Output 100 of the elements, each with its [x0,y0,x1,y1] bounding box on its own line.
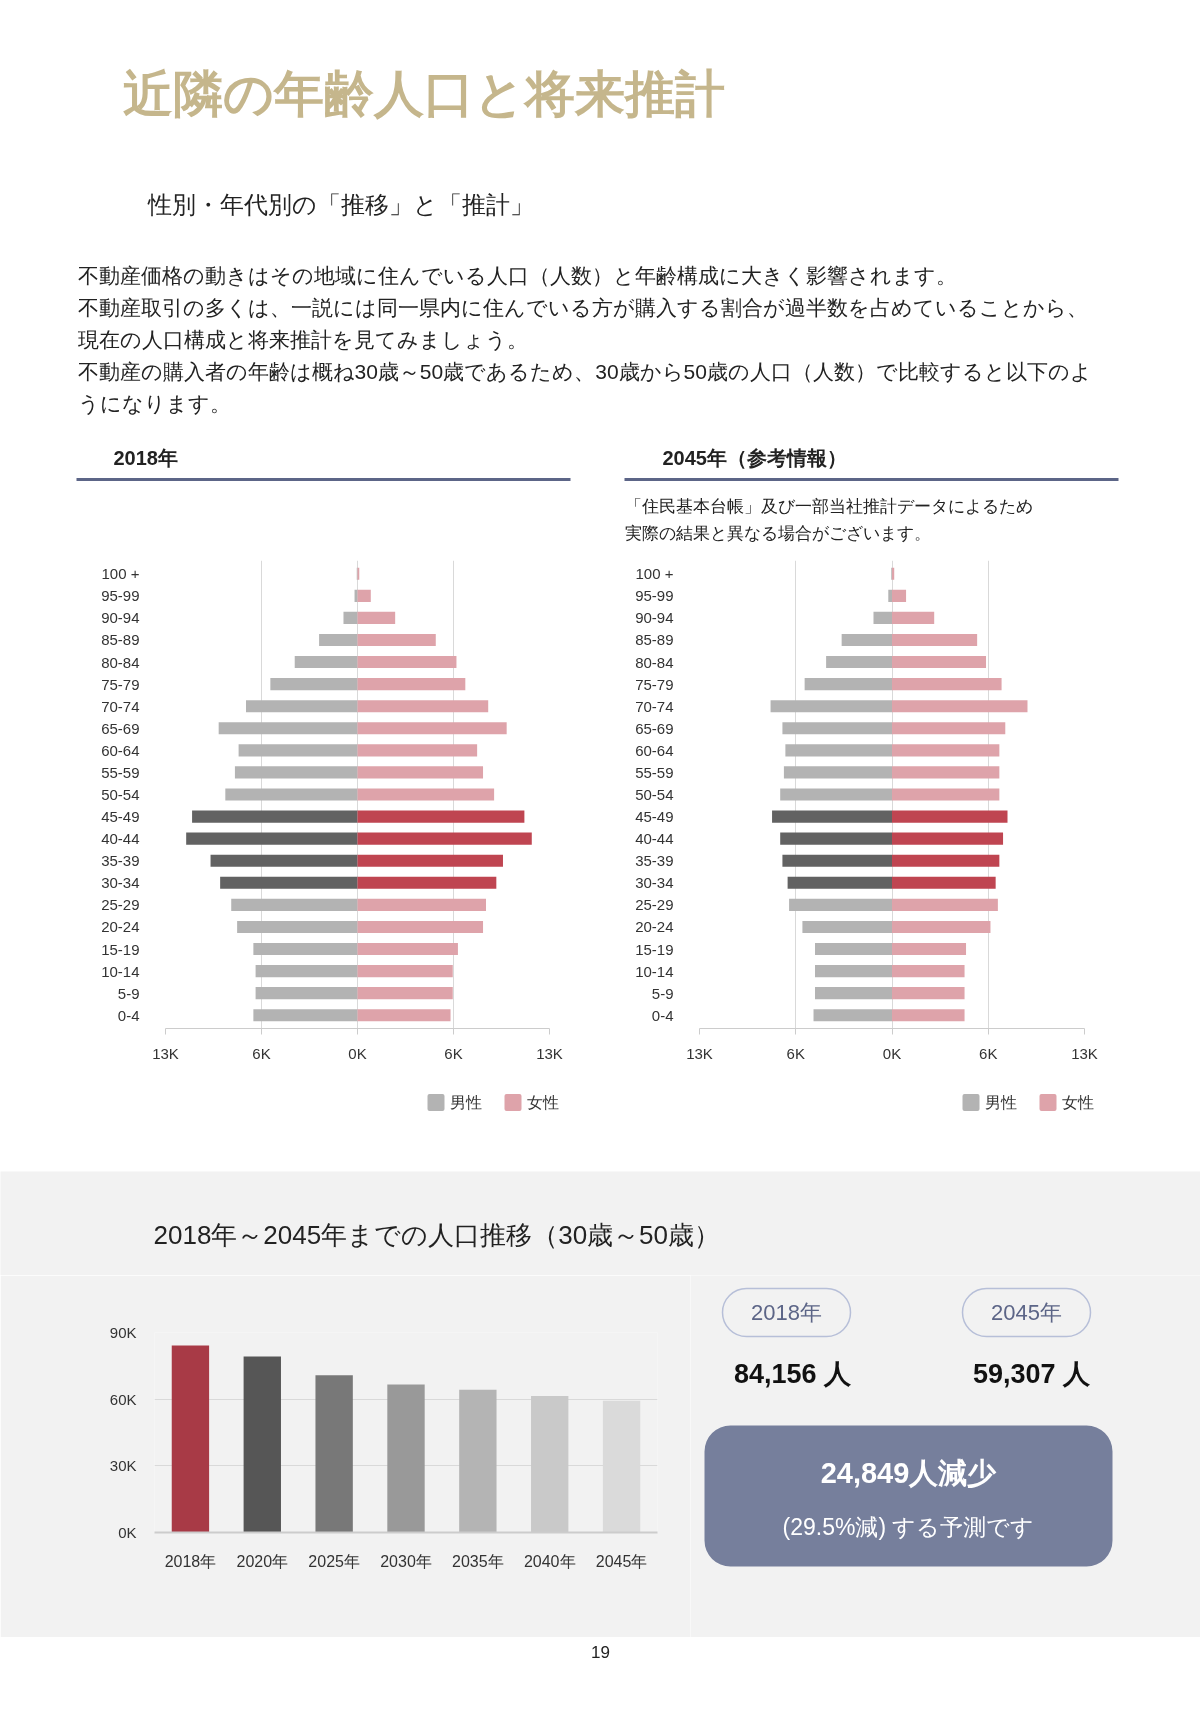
bar [892,987,965,1000]
y-tick-label: 40-44 [635,830,674,848]
legend-label: 男性 [449,1094,482,1111]
bar [892,1009,965,1022]
bar [294,655,358,669]
text: 性別・年代別の「推移」と「推計」 [146,191,534,218]
bar [815,987,892,1000]
chart-title: 2045年（参考情報） [662,446,847,469]
bar [892,655,987,669]
chart-title: 2018年～2045年までの人口推移（30歳～50歳） [153,1219,721,1250]
bar [255,987,358,1000]
bar [357,876,497,889]
bar [892,611,935,624]
y-tick-label: 40-44 [101,830,140,848]
bar [892,942,967,956]
bar [357,942,458,956]
bar [841,633,892,647]
y-tick-label: 90-94 [101,609,140,627]
bar [888,589,892,602]
bar [238,744,358,757]
bar [253,942,358,956]
bar [770,700,892,713]
bar [785,744,892,757]
bar [255,965,358,978]
bar [357,832,532,845]
y-tick-label: 15-19 [101,940,140,958]
y-tick-label: 90K [109,1324,137,1341]
bar [357,722,507,735]
bar [357,611,396,624]
x-tick-label: 6K [979,1044,998,1062]
bar [892,788,1000,801]
x-tick-label: 2018年 [164,1552,217,1570]
bar [186,832,358,845]
y-tick-label: 70-74 [635,697,674,715]
x-tick-label: 13K [1071,1044,1098,1062]
bar [231,898,358,911]
bar [892,722,1006,735]
y-tick-label: 70-74 [101,697,140,715]
bar [802,920,892,934]
y-tick-label: 10-14 [101,962,140,980]
bar [253,1009,358,1022]
bar [815,965,892,978]
chart-title: 2018年 [113,446,178,469]
bar [357,700,489,713]
bar [357,788,495,801]
x-tick-label: 6K [444,1044,463,1062]
bar [789,898,892,911]
y-tick-label: 0-4 [651,1006,674,1024]
y-tick-label: 100 + [101,565,140,583]
bar [772,810,892,823]
bar [234,766,358,779]
y-tick-label: 10-14 [635,962,674,980]
legend-label: 女性 [526,1094,559,1111]
bar [357,965,453,978]
y-tick-label: 50-54 [635,786,674,803]
bar [245,700,358,713]
bar [826,655,892,669]
text: 不動産の購入者の年齢は概ね30歳～50歳であるため、30歳から50歳の人口（人数）で比較すると以下のようになります。 [77,360,1092,415]
bar [892,678,1002,691]
bar [783,766,892,779]
bar [387,1384,425,1533]
y-tick-label: 25-29 [635,896,674,914]
y-tick-label: 75-79 [635,675,674,693]
bar [192,810,358,823]
y-tick-label: 95-99 [635,587,674,605]
bar [892,633,978,647]
bar [357,633,436,647]
bar [892,744,1000,757]
x-tick-label: 6K [786,1044,805,1062]
y-tick-label: 15-19 [635,940,674,958]
y-tick-label: 60K [109,1390,137,1408]
bar [780,788,892,801]
bar [243,1356,281,1533]
x-tick-label: 2035年 [452,1552,504,1570]
x-tick-label: 6K [252,1044,271,1062]
y-tick-label: 65-69 [635,719,674,737]
bar [357,744,478,757]
y-tick-label: 60-64 [101,741,140,759]
y-tick-label: 100 + [635,565,674,583]
y-tick-label: 95-99 [101,587,140,605]
y-tick-label: 45-49 [101,808,140,826]
bar [237,920,358,934]
bar [357,589,371,602]
bar [270,678,358,691]
x-tick-label: 2030年 [380,1552,432,1570]
y-tick-label: 90-94 [635,609,674,627]
legend-label: 男性 [984,1094,1017,1111]
bar [319,633,358,647]
x-tick-label: 2020年 [236,1552,289,1570]
bar [782,854,892,867]
text: (29.5%減) する予測です [782,1513,1035,1540]
text: 24,849人減少 [820,1456,998,1489]
y-tick-label: 30-34 [101,874,140,892]
bar [892,965,965,978]
y-tick-label: 45-49 [635,808,674,826]
text: 2018年 [751,1300,822,1325]
y-tick-label: 75-79 [101,675,140,693]
bar [892,876,996,889]
y-tick-label: 80-84 [101,653,140,671]
y-tick-label: 80-84 [635,653,674,671]
